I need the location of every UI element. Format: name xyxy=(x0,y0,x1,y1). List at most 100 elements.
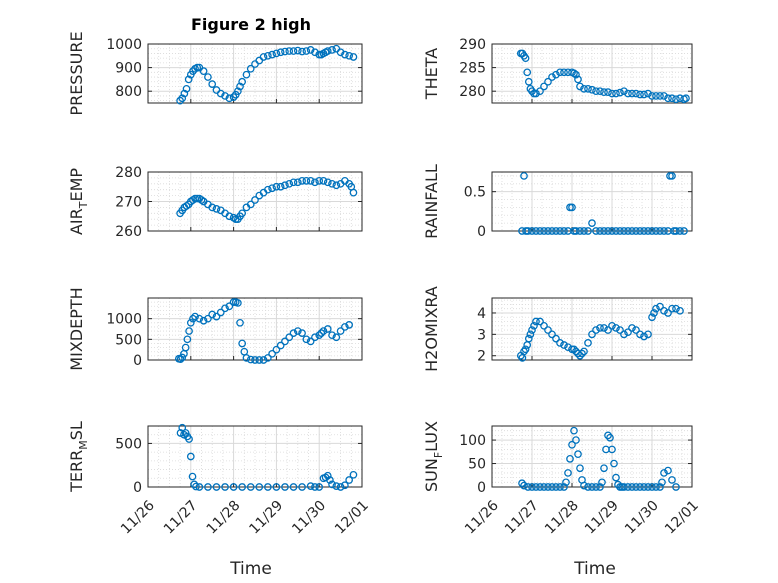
mixdepth-y-tick-label: 500 xyxy=(115,332,142,348)
rainfall-data-point xyxy=(560,227,568,235)
theta-y-tick-label: 290 xyxy=(459,37,486,53)
h2omixra-y-tick-label: 2 xyxy=(477,349,486,365)
air-temp-series xyxy=(176,177,358,224)
h2omixra-data-point xyxy=(526,330,535,339)
pressure-data-point xyxy=(298,47,306,56)
air-temp-data-point xyxy=(281,181,289,190)
rainfall-data-point xyxy=(604,227,612,235)
theta-data-point xyxy=(532,89,540,98)
terr-msl-data-point xyxy=(323,471,332,480)
terr-msl-data-point xyxy=(221,483,229,491)
terr-msl-data-point xyxy=(336,483,345,491)
rainfall-y-tick-label: 0.5 xyxy=(464,185,486,201)
pressure-data-point xyxy=(276,48,285,57)
sun-flux-data-point xyxy=(604,431,612,440)
pressure-data-point xyxy=(285,47,294,55)
rainfall-data-point xyxy=(580,227,588,235)
sun-flux-data-point xyxy=(568,440,576,449)
sun-flux-data-point xyxy=(536,483,544,491)
air-temp-panel: 260 270 280 AIRTEMP xyxy=(67,165,363,240)
sun-flux-data-point xyxy=(524,483,532,491)
rainfall-data-point xyxy=(524,227,532,235)
air-temp-data-point xyxy=(225,212,234,221)
rainfall-data-point xyxy=(680,227,688,235)
rainfall-data-point xyxy=(672,227,680,235)
theta-data-point xyxy=(572,70,580,79)
sun-flux-x-tick-label: 12/01 xyxy=(662,498,702,538)
rainfall-data-point xyxy=(636,227,644,235)
h2omixra-data-point xyxy=(548,330,556,339)
sun-flux-data-point xyxy=(528,483,536,491)
theta-data-point xyxy=(523,68,532,77)
sun-flux-data-point xyxy=(552,483,560,491)
pressure-data-point xyxy=(178,94,187,103)
rainfall-data-point xyxy=(528,227,536,235)
terr-msl-data-point xyxy=(315,483,324,491)
mixdepth-y-axis-label: MIXDEPTH xyxy=(67,287,86,370)
sun-flux-data-point xyxy=(572,436,580,444)
rainfall-series xyxy=(518,172,688,235)
theta-data-point xyxy=(576,82,584,91)
air-temp-data-point xyxy=(323,178,332,187)
h2omixra-data-point xyxy=(612,324,620,332)
h2omixra-data-point xyxy=(664,309,672,317)
theta-data-point xyxy=(636,90,644,99)
mixdepth-data-point xyxy=(204,314,212,323)
theta-y-tick-label: 280 xyxy=(459,84,486,100)
air-temp-data-point xyxy=(238,209,247,218)
rainfall-data-point xyxy=(600,227,608,235)
mixdepth-data-point xyxy=(317,329,326,337)
pressure-data-point xyxy=(184,75,193,84)
theta-data-point xyxy=(652,92,660,100)
mixdepth-data-point xyxy=(183,335,192,344)
mixdepth-data-point xyxy=(323,325,332,333)
rainfall-data-point xyxy=(620,227,628,235)
theta-data-point xyxy=(584,84,592,93)
terr-msl-data-point xyxy=(246,483,255,491)
rainfall-data-point xyxy=(640,227,648,235)
pressure-data-point xyxy=(208,80,217,88)
sun-flux-data-point xyxy=(574,450,582,459)
theta-data-point xyxy=(588,85,596,94)
air-temp-data-point xyxy=(328,179,336,188)
terr-msl-data-point xyxy=(178,423,187,432)
theta-data-point xyxy=(540,82,548,91)
h2omixra-data-point xyxy=(608,321,616,330)
mixdepth-series xyxy=(174,298,354,364)
h2omixra-data-point xyxy=(584,339,592,347)
air-temp-data-point xyxy=(272,182,281,191)
terr-msl-data-point xyxy=(328,480,336,489)
sun-flux-data-point xyxy=(668,476,676,484)
pressure-data-point xyxy=(323,47,332,55)
pressure-data-point xyxy=(328,46,336,54)
terr-msl-data-point xyxy=(289,483,298,491)
sun-flux-series xyxy=(518,426,680,491)
h2omixra-data-point xyxy=(530,321,538,330)
theta-series xyxy=(516,49,690,104)
air-temp-data-point xyxy=(349,188,358,197)
theta-data-point xyxy=(628,89,636,98)
mixdepth-data-point xyxy=(208,310,217,319)
h2omixra-data-point xyxy=(636,330,644,339)
sun-flux-data-point xyxy=(658,478,666,487)
air-temp-y-axis-label: AIRTEMP xyxy=(67,168,90,235)
mixdepth-data-point xyxy=(289,329,298,337)
mixdepth-data-point xyxy=(185,327,193,335)
theta-data-point xyxy=(570,69,578,78)
h2omixra-data-point xyxy=(668,304,676,313)
theta-data-point xyxy=(664,94,672,103)
mixdepth-data-point xyxy=(186,318,195,327)
terr-msl-data-point xyxy=(349,470,358,479)
x-axis-label-right: Time xyxy=(573,559,616,579)
rainfall-data-point xyxy=(572,227,580,235)
air-temp-data-point xyxy=(268,184,276,193)
sun-flux-data-point xyxy=(660,469,668,477)
theta-data-point xyxy=(608,89,616,98)
mixdepth-data-point xyxy=(341,323,349,331)
terr-msl-data-point xyxy=(192,482,200,491)
terr-msl-data-point xyxy=(238,483,247,491)
h2omixra-y-tick-label: 4 xyxy=(477,306,486,322)
terr-msl-data-point xyxy=(195,483,204,491)
theta-data-point xyxy=(596,87,604,96)
